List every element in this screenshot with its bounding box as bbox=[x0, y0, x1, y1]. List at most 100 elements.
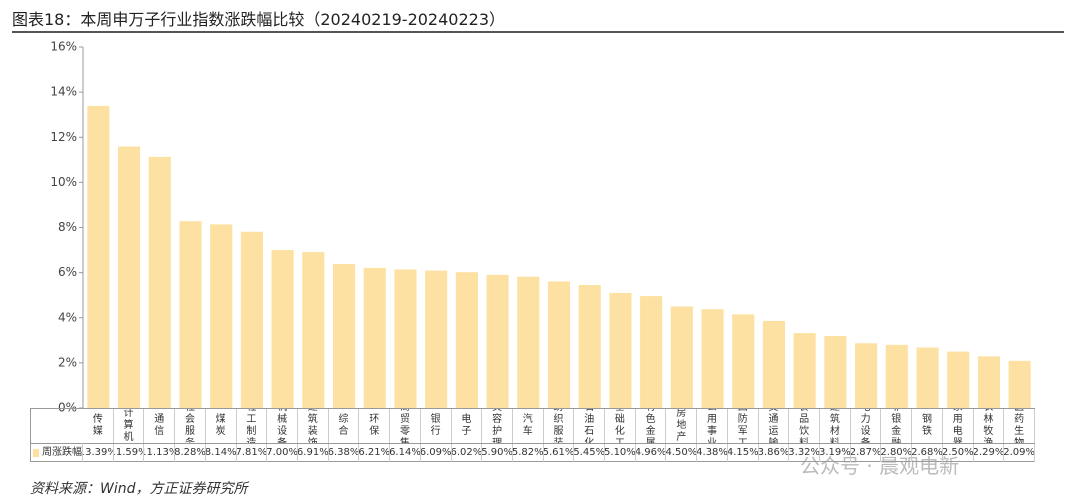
bar bbox=[455, 272, 478, 408]
value-label: 6.21% bbox=[359, 444, 391, 462]
x-tick-label: 社会服务 bbox=[175, 409, 206, 443]
bar bbox=[793, 333, 816, 408]
value-label: 3.32% bbox=[789, 444, 821, 462]
bar bbox=[670, 306, 693, 408]
value-label: 2.09% bbox=[1004, 444, 1035, 462]
x-tick-label: 汽车 bbox=[513, 409, 544, 443]
x-tick-label: 家用电器 bbox=[943, 409, 974, 443]
y-tick-label: 14% bbox=[50, 85, 77, 99]
value-label: 5.10% bbox=[605, 444, 636, 462]
value-label: 13.39% bbox=[83, 444, 114, 462]
bar bbox=[701, 309, 724, 408]
value-label: 8.28% bbox=[175, 444, 206, 462]
y-tick-label: 2% bbox=[58, 355, 77, 369]
value-label: 2.50% bbox=[943, 444, 974, 462]
value-label: 4.15% bbox=[728, 444, 759, 462]
bar bbox=[578, 285, 601, 408]
x-tick-label: 医药生物 bbox=[1004, 409, 1035, 443]
y-tick-label: 4% bbox=[58, 310, 77, 324]
value-label: 2.68% bbox=[912, 444, 943, 462]
legend-item: 周涨跌幅 bbox=[30, 443, 83, 462]
bar bbox=[640, 296, 663, 408]
bar bbox=[271, 250, 294, 408]
value-label: 5.61% bbox=[544, 444, 575, 462]
bar bbox=[87, 105, 110, 408]
x-tick-label: 交通运输 bbox=[759, 409, 790, 443]
value-label: 5.90% bbox=[482, 444, 513, 462]
x-tick-label: 美容护理 bbox=[482, 409, 513, 443]
x-tick-label: 传媒 bbox=[83, 409, 114, 443]
x-tick-label: 综合 bbox=[329, 409, 360, 443]
x-tick-label: 非银金融 bbox=[881, 409, 913, 443]
x-tick-label: 石油石化 bbox=[574, 409, 606, 443]
value-label: 4.50% bbox=[666, 444, 698, 462]
value-label: 3.86% bbox=[759, 444, 790, 462]
x-tick-label: 食品饮料 bbox=[789, 409, 821, 443]
y-tick-label: 16% bbox=[50, 40, 77, 54]
value-label: 7.81% bbox=[237, 444, 268, 462]
x-tick-label: 电力设备 bbox=[851, 409, 882, 443]
value-label: 7.00% bbox=[267, 444, 298, 462]
bar bbox=[148, 156, 171, 408]
bar bbox=[885, 344, 908, 408]
x-tick-label: 轻工制造 bbox=[237, 409, 268, 443]
value-label: 6.02% bbox=[452, 444, 483, 462]
legend-label: 周涨跌幅 bbox=[42, 446, 82, 458]
x-tick-label: 农林牧渔 bbox=[974, 409, 1005, 443]
x-tick-label: 机械设备 bbox=[267, 409, 298, 443]
value-label: 8.14% bbox=[206, 444, 237, 462]
x-tick-label: 煤炭 bbox=[206, 409, 237, 443]
table-row-rule bbox=[30, 443, 1035, 444]
bar bbox=[486, 274, 509, 408]
y-tick-label: 12% bbox=[50, 130, 77, 144]
legend-swatch bbox=[33, 448, 39, 457]
bar bbox=[916, 347, 939, 408]
bar bbox=[240, 231, 263, 408]
y-tick-label: 8% bbox=[58, 220, 77, 234]
value-label: 2.80% bbox=[881, 444, 913, 462]
x-tick-label: 计算机 bbox=[114, 409, 145, 443]
value-label: 2.87% bbox=[851, 444, 882, 462]
bar bbox=[332, 264, 356, 408]
x-tick-label: 环保 bbox=[359, 409, 391, 443]
x-tick-label: 建筑装饰 bbox=[298, 409, 329, 443]
bar bbox=[302, 252, 325, 408]
bar bbox=[210, 224, 233, 408]
x-tick-label: 钢铁 bbox=[912, 409, 943, 443]
y-tick-label: 0% bbox=[58, 401, 77, 415]
chart-title: 图表18：本周申万子行业指数涨跌幅比较（20240219-20240223） bbox=[12, 10, 506, 29]
value-label: 3.19% bbox=[820, 444, 851, 462]
x-tick-label: 房地产 bbox=[666, 409, 698, 443]
bar bbox=[425, 270, 448, 408]
value-label: 6.14% bbox=[390, 444, 421, 462]
bar bbox=[363, 267, 386, 408]
bar bbox=[394, 269, 417, 408]
value-label: 4.96% bbox=[636, 444, 667, 462]
value-label: 2.29% bbox=[974, 444, 1005, 462]
x-tick-label: 通信 bbox=[144, 409, 176, 443]
bar bbox=[947, 351, 970, 408]
source: 资料来源：Wind，方正证券研究所 bbox=[30, 481, 248, 497]
bar bbox=[977, 356, 1000, 408]
x-tick-label: 有色金属 bbox=[636, 409, 667, 443]
bar bbox=[118, 146, 141, 409]
x-tick-label: 基础化工 bbox=[605, 409, 636, 443]
value-label: 4.38% bbox=[697, 444, 728, 462]
bar bbox=[855, 343, 878, 408]
watermark: 公众号 · 晨观电新 bbox=[800, 454, 960, 478]
x-tick-label: 国防军工 bbox=[728, 409, 759, 443]
value-label: 5.82% bbox=[513, 444, 544, 462]
value-label: 6.38% bbox=[329, 444, 360, 462]
bar bbox=[609, 292, 632, 408]
bar bbox=[179, 221, 202, 408]
bar bbox=[1008, 360, 1031, 408]
x-tick-label: 银行 bbox=[421, 409, 452, 443]
value-label: 6.09% bbox=[421, 444, 452, 462]
bar bbox=[762, 320, 786, 408]
x-tick-label: 纺织服装 bbox=[544, 409, 575, 443]
value-label: 6.91% bbox=[298, 444, 329, 462]
title-rule bbox=[12, 31, 1064, 33]
bar bbox=[824, 336, 847, 408]
y-tick-label: 10% bbox=[50, 175, 77, 189]
